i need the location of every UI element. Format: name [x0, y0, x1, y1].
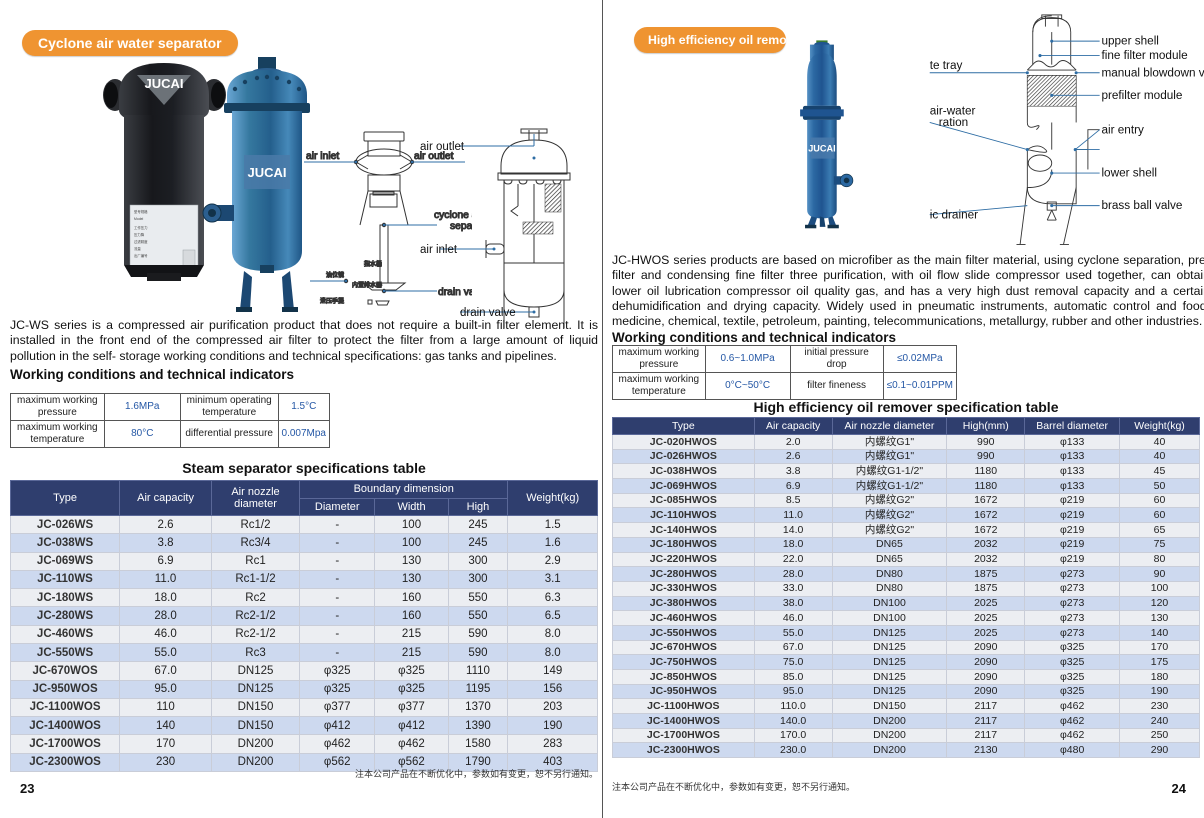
svg-text:型号规格: 型号规格	[134, 209, 148, 214]
svg-text:指水桶: 指水桶	[364, 260, 382, 268]
svg-text:air inlet: air inlet	[420, 244, 458, 256]
svg-text:压力降: 压力降	[134, 232, 145, 237]
svg-text:brass ball valve: brass ball valve	[1101, 199, 1182, 212]
svg-text:te tray: te tray	[930, 59, 963, 72]
svg-text:manual blowdown valve: manual blowdown valve	[1101, 66, 1204, 79]
svg-text:泄压手提: 泄压手提	[320, 297, 344, 305]
svg-text:ration: ration	[939, 116, 968, 129]
svg-text:JUCAI: JUCAI	[247, 165, 286, 180]
svg-text:upper shell: upper shell	[1101, 35, 1158, 48]
svg-text:air entry: air entry	[1101, 123, 1144, 136]
svg-text:JUCAI: JUCAI	[808, 144, 835, 154]
svg-text:air outlet: air outlet	[420, 141, 465, 153]
svg-text:fine filter module: fine filter module	[1101, 49, 1188, 62]
svg-text:lower shell: lower shell	[1101, 167, 1157, 180]
svg-text:出厂编号: 出厂编号	[134, 253, 148, 258]
svg-text:过滤精度: 过滤精度	[134, 239, 148, 244]
svg-text:流量: 流量	[134, 246, 141, 251]
svg-text:工作压力: 工作压力	[134, 225, 148, 230]
svg-text:Model: Model	[134, 217, 143, 221]
svg-text:ic drainer: ic drainer	[930, 208, 978, 221]
svg-text:prefilter module: prefilter module	[1101, 89, 1182, 102]
svg-text:内置排水器: 内置排水器	[352, 281, 382, 289]
svg-text:油位镜: 油位镜	[326, 271, 344, 279]
svg-text:JUCAI: JUCAI	[144, 76, 183, 91]
svg-text:air inlet: air inlet	[306, 151, 339, 162]
